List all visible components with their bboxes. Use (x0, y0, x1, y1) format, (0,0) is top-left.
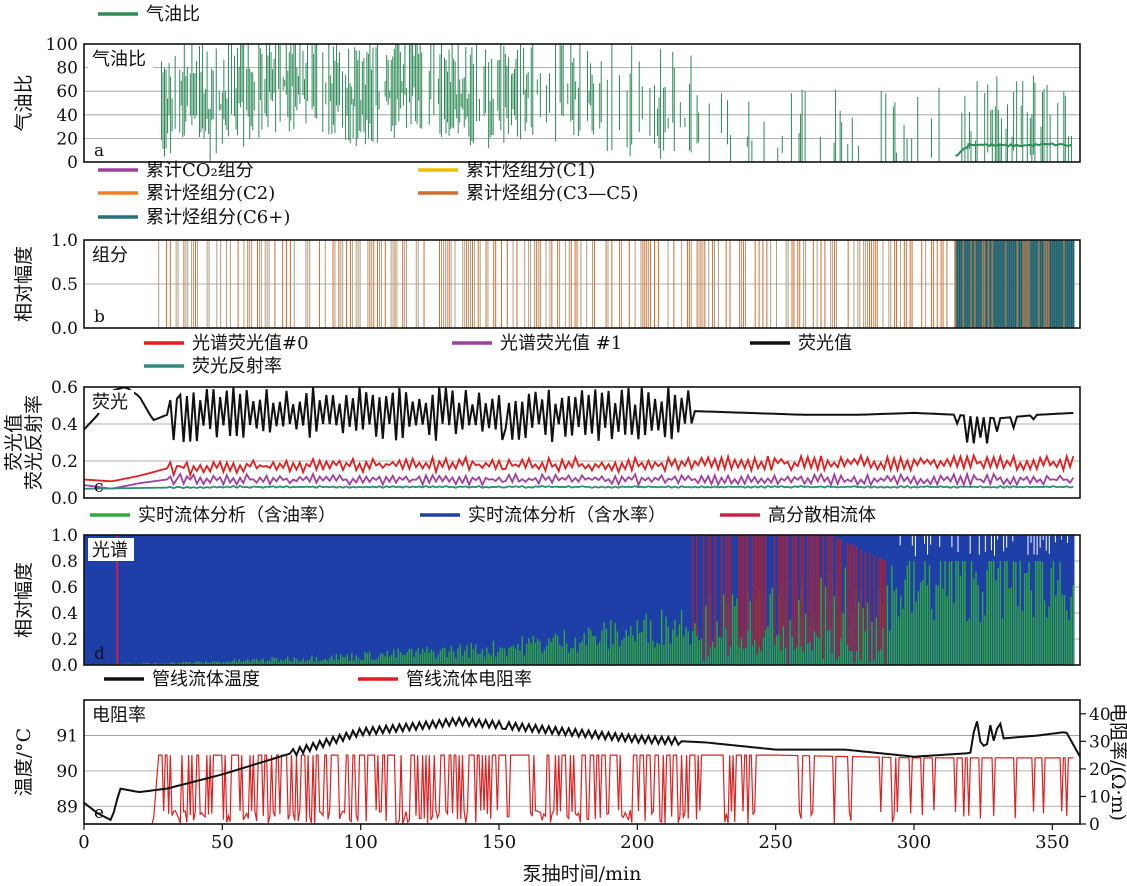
panel-c (83, 386, 1081, 499)
legend-label: 气油比 (146, 4, 200, 25)
panel-letter: e (94, 803, 104, 823)
panel-label-bg (88, 703, 153, 726)
gor-line (955, 142, 1073, 157)
y-axis-label: 荧光反射率 (23, 395, 45, 490)
resistivity-line (84, 754, 1074, 825)
right-tick-label: 30 (1089, 732, 1111, 752)
y-tick-label: 90 (56, 762, 78, 782)
panel-d (83, 534, 1081, 666)
panel-b (83, 239, 1081, 329)
panel-frame (83, 699, 1081, 825)
legend-label: 累计烃组分(C3—C5) (466, 183, 639, 204)
y-axis-label: 温度/°C (13, 728, 35, 796)
y-tick-label: 0.0 (51, 319, 78, 339)
panel-label: 电阻率 (92, 705, 146, 726)
y-tick-label: 0.2 (51, 630, 78, 650)
y-tick-label: 0.0 (51, 656, 78, 676)
legend-label: 累计烃组分(C2) (146, 183, 275, 204)
y-axis-label: 气油比 (13, 74, 35, 131)
right-tick-label: 40 (1089, 705, 1111, 725)
right-tick-label: 10 (1089, 787, 1111, 807)
panel-label-bg (88, 47, 153, 70)
x-tick-label: 50 (211, 832, 234, 853)
y-tick-label: 0.4 (51, 415, 78, 435)
y-tick-label: 0.2 (51, 452, 78, 472)
panel-frame (83, 239, 1081, 329)
legend-label: 累计烃组分(C6+) (146, 207, 290, 228)
y-tick-label: 89 (56, 797, 78, 817)
y-tick-label: 0.0 (51, 489, 78, 509)
y-tick-label: 0.4 (51, 604, 78, 624)
y-tick-label: 80 (56, 59, 78, 79)
panel-label-bg (88, 538, 134, 561)
legend-label: 累计CO₂组分 (146, 160, 254, 181)
x-axis-label: 泵抽时间/min (523, 863, 642, 885)
panel-letter: a (94, 141, 104, 161)
panel-frame (83, 534, 1081, 666)
panel-frame (83, 386, 1081, 499)
x-tick-label: 100 (343, 832, 377, 853)
y-tick-label: 100 (46, 35, 78, 55)
right-axis-label: 电阻率/(Ω·m) (1107, 703, 1127, 821)
panel-label: 荧光 (92, 392, 128, 413)
y-tick-label: 91 (56, 726, 78, 746)
y-tick-label: 1.0 (51, 231, 78, 251)
x-tick-label: 250 (758, 832, 792, 853)
x-tick-label: 150 (482, 832, 516, 853)
legend-label: 高分散相流体 (768, 505, 876, 526)
y-tick-label: 20 (56, 129, 78, 149)
panel-frame (83, 43, 1081, 163)
y-axis-label: 相对幅度 (13, 246, 35, 322)
y-tick-label: 60 (56, 82, 78, 102)
panel-label-bg (88, 390, 134, 413)
panel-label: 组分 (92, 245, 128, 266)
y-tick-label: 0.6 (51, 578, 78, 598)
legend-label: 实时流体分析（含油率） (138, 505, 336, 526)
legend-label: 荧光值 (798, 333, 852, 354)
x-tick-label: 0 (78, 832, 89, 853)
right-tick-label: 0 (1089, 815, 1100, 835)
panel-e (83, 699, 1086, 825)
legend-label: 管线流体电阻率 (406, 669, 532, 690)
right-tick-label: 20 (1089, 760, 1111, 780)
legend-label: 光谱荧光值 #1 (500, 333, 622, 354)
legend-label: 管线流体温度 (152, 669, 260, 690)
x-tick-label: 350 (1035, 832, 1069, 853)
legend-label: 累计烃组分(C1) (466, 160, 595, 181)
panel-label: 气油比 (92, 49, 146, 70)
y-tick-label: 0.5 (51, 275, 78, 295)
panel-a (83, 43, 1081, 163)
series-line (83, 386, 1074, 444)
y-tick-label: 0.6 (51, 378, 78, 398)
series-line (83, 484, 1074, 490)
panel-letter: c (94, 477, 104, 497)
legend-label: 实时流体分析（含水率） (468, 505, 666, 526)
panel-label-bg (88, 243, 134, 266)
y-tick-label: 0.8 (51, 552, 78, 572)
legend-label: 荧光反射率 (192, 356, 282, 377)
x-tick-label: 300 (897, 832, 931, 853)
x-tick-label: 200 (620, 832, 654, 853)
temperature-line (83, 715, 1081, 822)
y-tick-label: 1.0 (51, 526, 78, 546)
panel-label: 光谱 (92, 540, 128, 561)
y-tick-label: 40 (56, 106, 78, 126)
series-line (83, 452, 1075, 483)
y-axis-label: 荧光值 (3, 414, 25, 471)
y-axis-label: 相对幅度 (13, 562, 35, 638)
panel-letter: b (94, 307, 105, 327)
legend-label: 光谱荧光值#0 (192, 333, 309, 354)
panel-letter: d (94, 644, 105, 664)
y-tick-label: 0 (67, 153, 78, 173)
series-line (83, 471, 1075, 490)
